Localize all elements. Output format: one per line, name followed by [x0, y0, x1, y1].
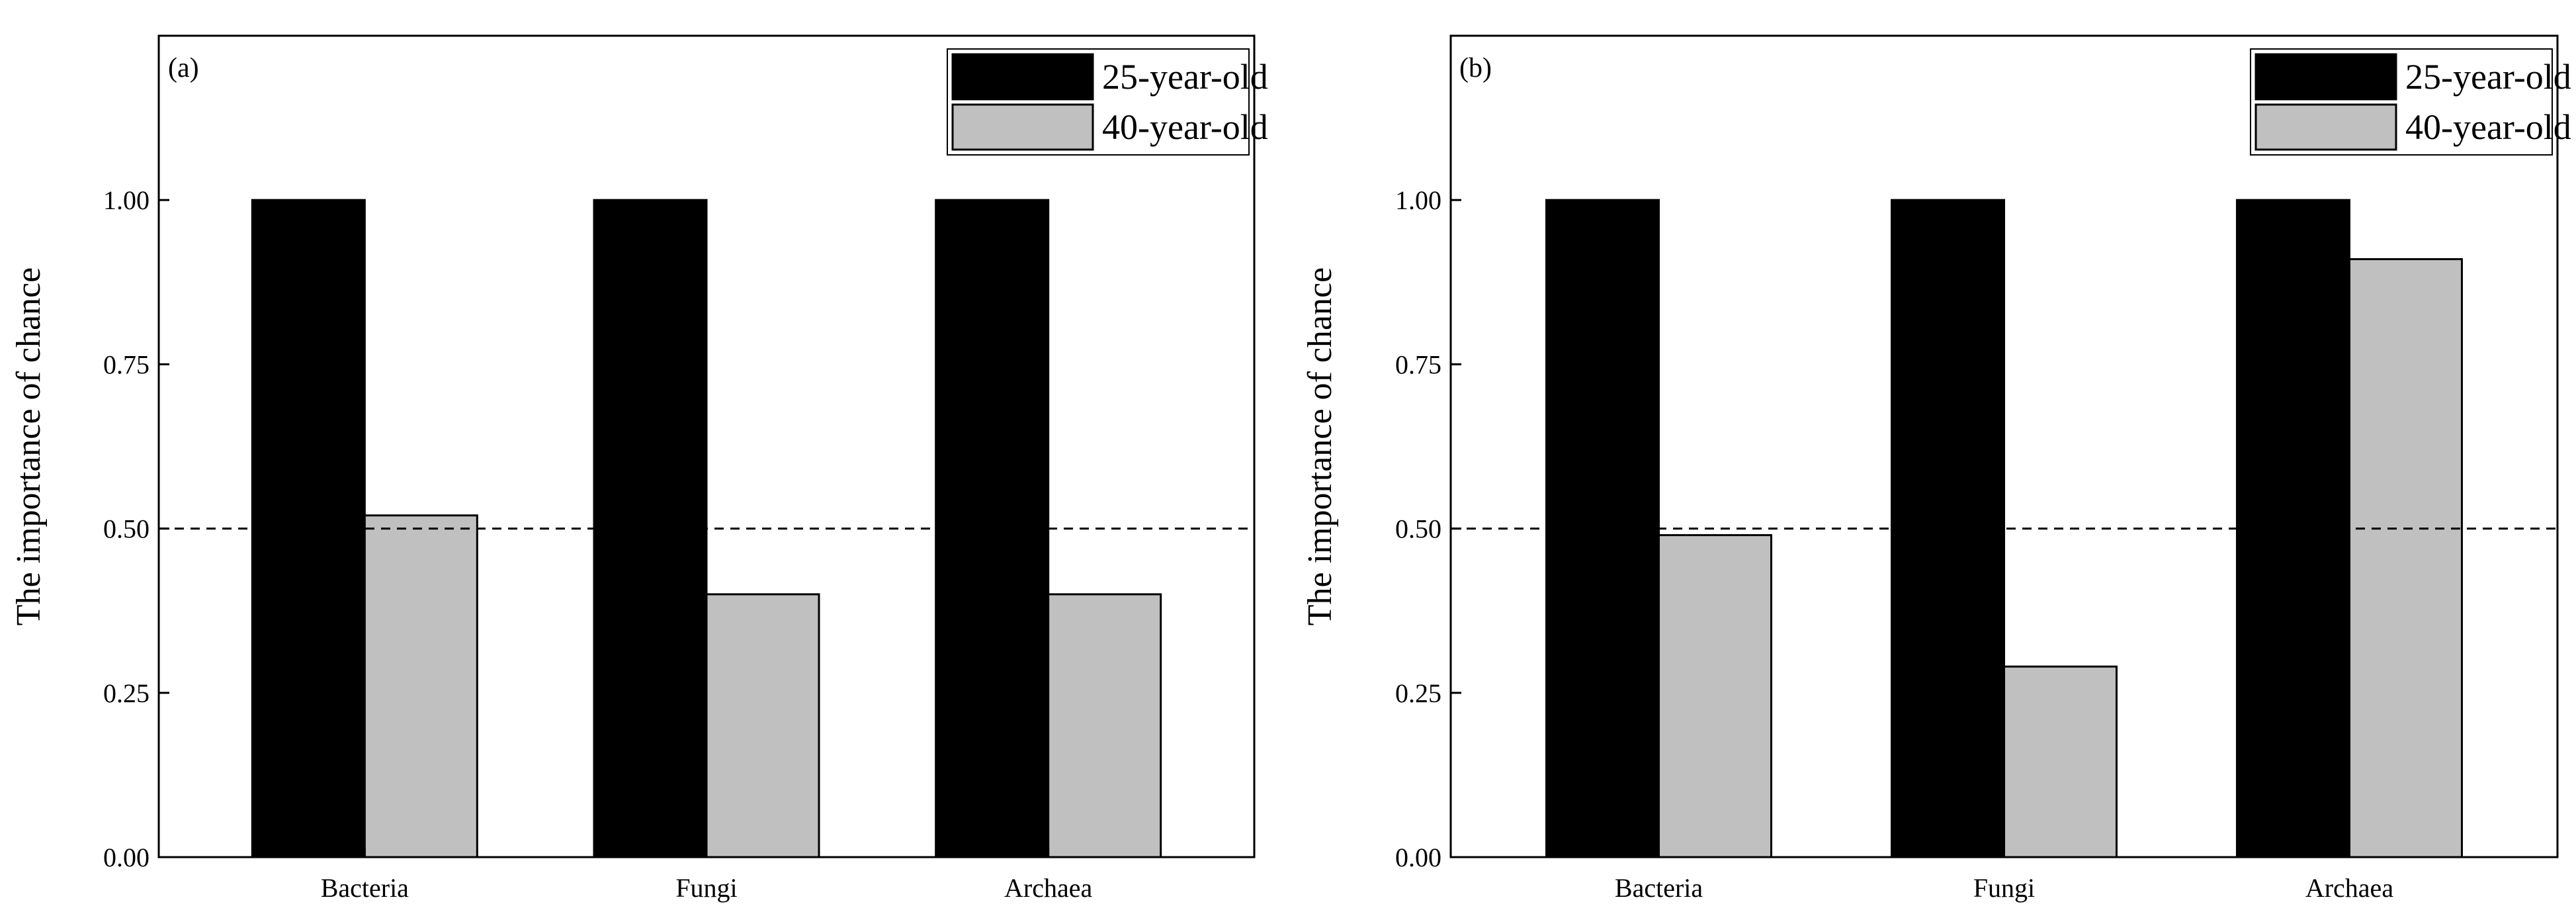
legend-swatch-40-year-old: [951, 103, 1094, 151]
y-axis-title: The importance of chance: [10, 267, 48, 625]
y-tick-label: 0.50: [1395, 514, 1441, 544]
y-tick-label: 0.00: [103, 843, 150, 872]
panel-label: (b): [1459, 53, 1492, 83]
category-label-archaea: Archaea: [1004, 873, 1092, 903]
bar-40-year-old-fungi: [2003, 665, 2118, 858]
legend-label: 40-year-old: [1102, 107, 1268, 147]
category-label-fungi: Fungi: [1973, 873, 2035, 903]
bar-40-year-old-archaea: [2348, 258, 2463, 858]
legend-swatch-40-year-old: [2254, 103, 2397, 151]
y-tick-label: 0.25: [103, 678, 150, 708]
legend: 25-year-old 40-year-old: [2250, 48, 2571, 156]
y-tick-label: 0.25: [1395, 678, 1441, 708]
y-tick-label: 1.00: [1395, 185, 1441, 215]
panel-a: 0.00 0.25 0.50 0.75 1.00 Bacteria Fungi Archaea…: [10, 34, 1268, 903]
legend: 25-year-old 40-year-old: [947, 48, 1268, 156]
legend-swatch-25-year-old: [951, 53, 1094, 101]
legend-label: 25-year-old: [2405, 57, 2571, 97]
y-tick-label: 1.00: [103, 185, 150, 215]
bar-40-year-old-bacteria: [363, 514, 478, 858]
category-label-fungi: Fungi: [675, 873, 737, 903]
bar-40-year-old-archaea: [1047, 593, 1162, 858]
category-label-archaea: Archaea: [2305, 873, 2393, 903]
category-label-bacteria: Bacteria: [321, 873, 409, 903]
legend-swatch-25-year-old: [2254, 53, 2397, 101]
y-tick-label: 0.75: [1395, 349, 1441, 379]
y-tick-label: 0.50: [103, 514, 150, 544]
panel-label: (a): [168, 53, 199, 83]
legend-label: 40-year-old: [2405, 107, 2571, 147]
bar-40-year-old-bacteria: [1658, 534, 1773, 858]
y-axis-title: The importance of chance: [1301, 267, 1339, 625]
bar-40-year-old-fungi: [705, 593, 820, 858]
category-label-bacteria: Bacteria: [1615, 873, 1703, 903]
panel-b: 0.00 0.25 0.50 0.75 1.00 Bacteria Fungi Archaea…: [1301, 34, 2571, 903]
y-tick-label: 0.00: [1395, 843, 1441, 872]
legend-label: 25-year-old: [1102, 57, 1268, 97]
y-tick-label: 0.75: [103, 349, 150, 379]
